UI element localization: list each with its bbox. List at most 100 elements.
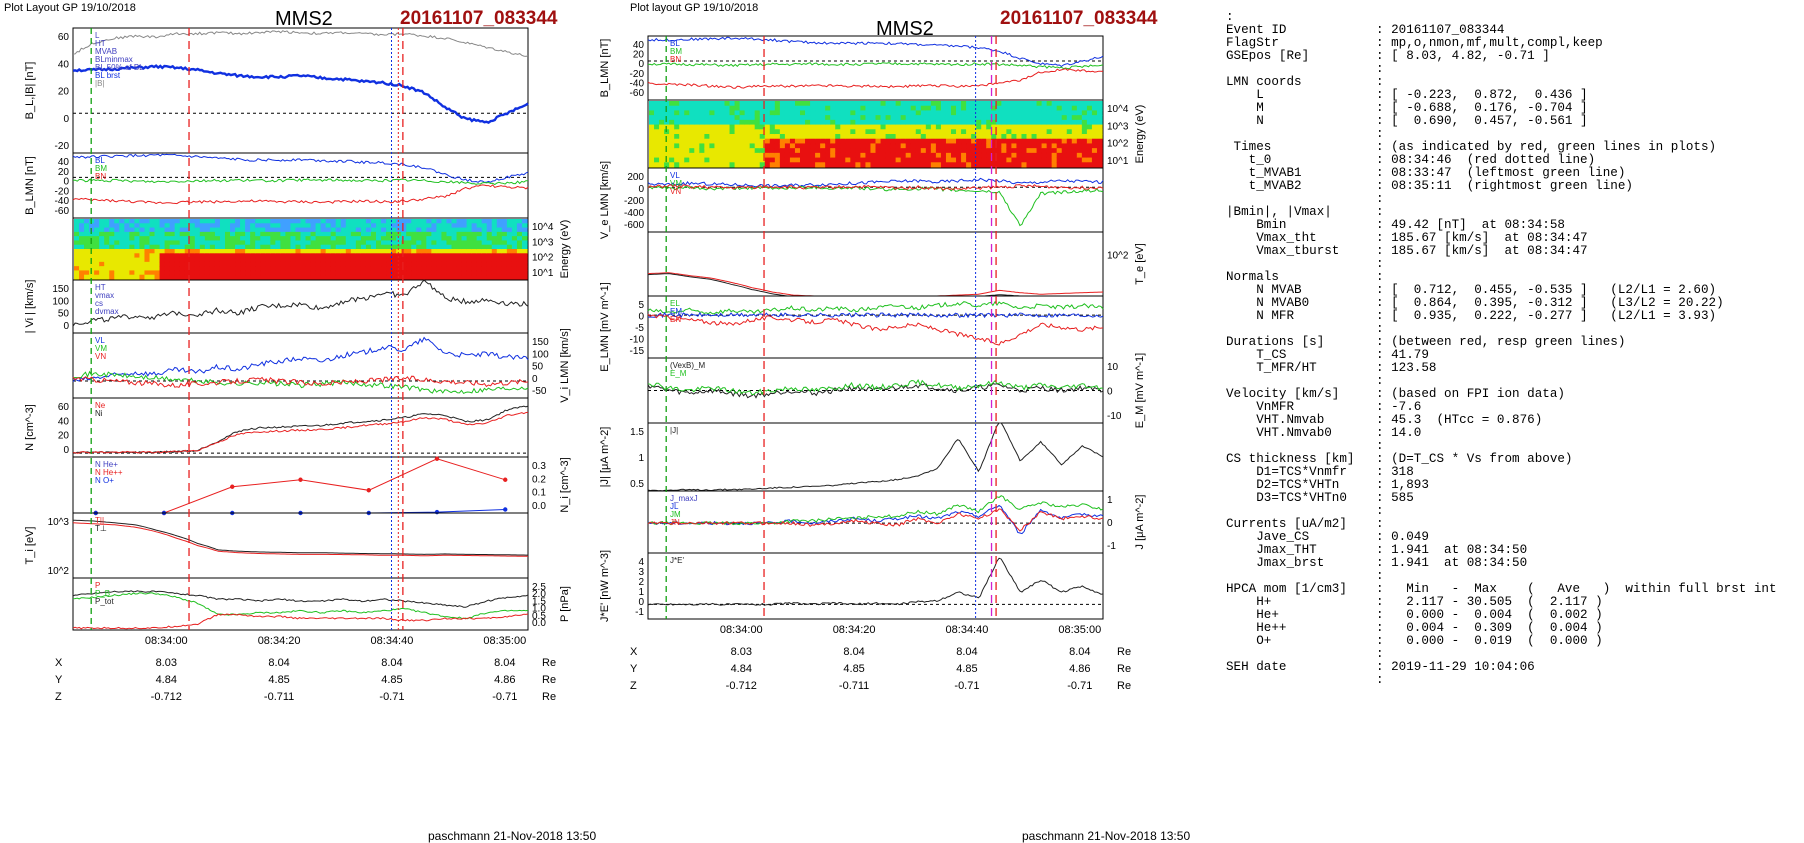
spectrogram-cell (1061, 124, 1068, 130)
spectrogram-cell (689, 129, 695, 135)
spectrogram-cell (260, 261, 266, 267)
spectrogram-cell (860, 148, 867, 154)
spectrogram-cell (810, 115, 816, 121)
spectrogram-cell (900, 157, 907, 163)
spectrogram-cell (1056, 129, 1063, 135)
spectrogram-cell (330, 249, 337, 254)
y-axis-label: | Vi | [km/s] (24, 280, 36, 334)
spectrogram-cell (204, 236, 211, 242)
spectrogram-cell (905, 105, 912, 112)
spectrogram-cell (365, 231, 372, 237)
spectrogram-cell (684, 138, 690, 145)
spectrogram-cell (764, 129, 771, 135)
spectrogram-cell (214, 253, 221, 259)
spectrogram-cell (194, 244, 201, 250)
spectrogram-cell (114, 231, 120, 237)
spectrogram-cell (850, 143, 856, 149)
summary-key: He+ (1226, 608, 1279, 622)
spectrogram-cell (1086, 157, 1093, 163)
spectrogram-cell (496, 274, 503, 280)
spectrogram-cell (199, 219, 206, 224)
spectrogram-cell (451, 219, 458, 224)
spectrogram-cell (451, 223, 458, 229)
spectrogram-cell (189, 227, 196, 233)
spectrogram-cell (734, 138, 741, 145)
spectrogram-cell (1086, 124, 1093, 130)
spectrogram-cell (139, 227, 146, 233)
spectrogram-cell (456, 261, 463, 267)
spectrogram-cell (845, 148, 851, 154)
spectrogram-cell (966, 129, 972, 135)
spectrogram-cell (104, 227, 110, 233)
spectrogram-cell (940, 110, 947, 116)
spectrogram-cell (421, 253, 427, 259)
spectrogram-cell (669, 115, 675, 121)
spectrogram-cell (169, 257, 176, 263)
spectrogram-cell (149, 274, 156, 280)
spectrogram-cell (784, 129, 791, 135)
spectrogram-cell (275, 236, 281, 242)
spectrogram-cell (1096, 101, 1103, 107)
y-tick-label: 20 (58, 87, 70, 98)
spectrogram-cell (1076, 129, 1083, 135)
spectrogram-cell (805, 143, 811, 149)
spectrogram-cell (976, 105, 982, 112)
spectrogram-cell (1041, 138, 1048, 145)
spectrogram-cell (1051, 157, 1058, 163)
spectrogram-cell (345, 236, 352, 242)
legend-entry: BL (95, 156, 105, 165)
spectrogram-cell (905, 101, 912, 107)
spectrogram-cell (976, 157, 982, 163)
spectrogram-cell (694, 143, 700, 149)
spectrogram-cell (729, 115, 736, 121)
spectrogram-cell (724, 129, 731, 135)
spectrogram-cell (769, 152, 776, 159)
spectrogram-cell (724, 110, 731, 116)
spectrogram-cell (1096, 124, 1103, 130)
spectrogram-cell (305, 223, 312, 229)
spectrogram-cell (270, 270, 276, 276)
spectrogram-cell (350, 236, 357, 242)
spectrogram-cell (794, 129, 801, 135)
spectrogram-cell (1016, 124, 1023, 130)
spectrogram-cell (815, 143, 821, 149)
spectrogram-cell (179, 253, 186, 259)
spectrogram-cell (694, 152, 700, 159)
series-line-NHe (95, 458, 506, 514)
spectrogram-cell (1066, 138, 1073, 145)
spectrogram-cell (446, 223, 453, 229)
spectrogram-cell (476, 219, 483, 224)
spectrogram-cell (659, 134, 665, 140)
spectrogram-cell (204, 257, 211, 263)
spectrogram-cell (129, 270, 135, 276)
spectrogram-cell (386, 223, 392, 229)
spectrogram-cell (951, 162, 957, 168)
spectrogram-cell (810, 143, 816, 149)
spectrogram-cell (669, 110, 675, 116)
spectrogram-cell (734, 129, 741, 135)
series-line-PB (72, 592, 529, 620)
spectrogram-cell (250, 227, 256, 233)
position-row-label: X (630, 646, 638, 658)
spectrogram-cell (1096, 134, 1103, 140)
spectrogram-cell (194, 236, 201, 242)
spectrogram-cell (1026, 138, 1033, 145)
y-tick-label: 2.0 (532, 589, 546, 600)
spectrogram-cell (189, 240, 196, 246)
spectrogram-cell (240, 266, 246, 272)
spectrogram-cell (684, 134, 690, 140)
spectrogram-cell (1011, 157, 1018, 163)
spectrogram-cell (971, 105, 977, 112)
spectrogram-cell (144, 249, 151, 254)
spectrogram-cell (260, 219, 266, 224)
spectrogram-cell (476, 274, 483, 280)
spectrogram-cell (240, 231, 246, 237)
spectrogram-cell (810, 124, 816, 130)
spectrogram-cell (285, 227, 292, 233)
spectrogram-cell (679, 129, 685, 135)
spectrogram-cell (951, 110, 957, 116)
spectrogram-cell (1016, 148, 1023, 154)
spectrogram-cell (764, 134, 771, 140)
spectrogram-cell (386, 253, 392, 259)
spectrogram-cell (1041, 157, 1048, 163)
